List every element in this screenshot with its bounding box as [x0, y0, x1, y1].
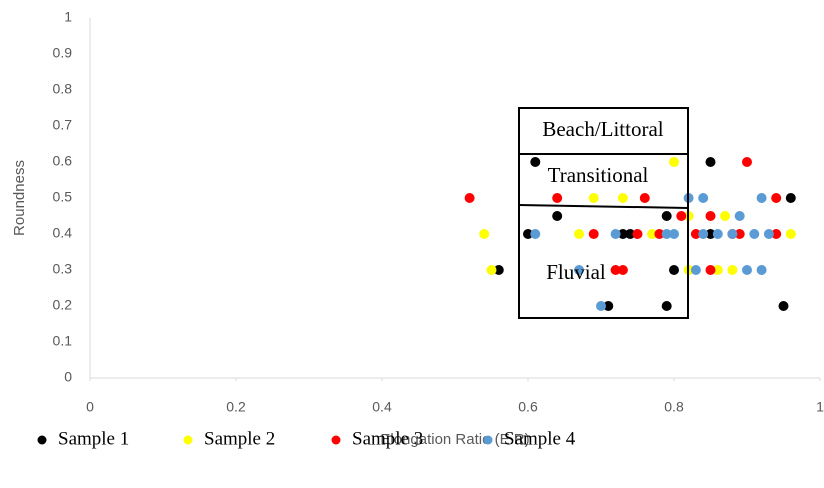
- point: [771, 229, 782, 239]
- y-tick-label: 0.8: [53, 81, 73, 97]
- x-tick-label: 0.6: [518, 399, 538, 415]
- point: [712, 265, 723, 275]
- legend-marker: [331, 435, 341, 445]
- point: [625, 229, 636, 239]
- point: [742, 265, 752, 275]
- point: [661, 211, 672, 221]
- point: [654, 229, 665, 239]
- point: [610, 229, 621, 239]
- point: [676, 211, 687, 221]
- point: [785, 193, 796, 203]
- point: [756, 265, 767, 275]
- point: [617, 193, 628, 203]
- point: [661, 301, 672, 311]
- point: [639, 193, 650, 203]
- y-axis-label: Roundness: [11, 160, 28, 236]
- point: [771, 193, 782, 203]
- point: [778, 301, 789, 311]
- y-tick-label: 1: [64, 9, 72, 25]
- point: [705, 157, 716, 167]
- y-tick-label: 0.1: [53, 333, 73, 349]
- y-tick-label: 0.4: [53, 225, 73, 241]
- point: [669, 229, 679, 239]
- point: [661, 229, 672, 239]
- point: [530, 157, 541, 167]
- annotation: Transitional: [548, 163, 649, 187]
- point: [552, 193, 563, 203]
- point: [479, 229, 490, 239]
- point: [647, 229, 658, 239]
- point: [610, 265, 621, 275]
- x-tick-label: 0: [86, 399, 94, 415]
- point: [603, 301, 614, 311]
- point: [727, 265, 738, 275]
- legend-marker: [483, 435, 493, 445]
- point: [785, 229, 796, 239]
- y-tick-label: 0.3: [53, 261, 73, 277]
- point: [727, 229, 738, 239]
- legend-label: Sample 2: [204, 428, 275, 449]
- y-tick-label: 0: [64, 369, 72, 385]
- point: [690, 229, 701, 239]
- annotation: Fluvial: [546, 260, 606, 284]
- point: [588, 193, 599, 203]
- legend-label: Sample 1: [58, 428, 129, 449]
- point: [705, 229, 716, 239]
- point: [493, 265, 504, 275]
- y-tick-label: 0.6: [53, 153, 73, 169]
- point: [617, 229, 628, 239]
- point: [669, 265, 679, 275]
- point: [632, 229, 643, 239]
- point: [530, 229, 541, 239]
- legend-label: Sample 4: [504, 428, 576, 449]
- x-tick-label: 0.8: [664, 399, 684, 415]
- region-box: [518, 107, 689, 319]
- point: [574, 265, 585, 275]
- point: [464, 193, 475, 203]
- x-axis-label: Elongation Ratio (E.R): [380, 431, 529, 448]
- point: [705, 211, 716, 221]
- y-tick-label: 0.5: [53, 189, 73, 205]
- point: [698, 229, 709, 239]
- point: [763, 229, 774, 239]
- point: [588, 229, 599, 239]
- region-divider: [518, 204, 689, 209]
- point: [734, 211, 745, 221]
- legend-marker: [37, 435, 47, 445]
- y-tick-label: 0.7: [53, 117, 73, 133]
- point: [486, 265, 497, 275]
- point: [742, 157, 752, 167]
- point: [698, 193, 709, 203]
- point: [617, 265, 628, 275]
- point: [523, 229, 533, 239]
- point: [749, 229, 760, 239]
- point: [669, 157, 679, 167]
- legend-label: Sample 3: [352, 428, 423, 449]
- legend-marker: [183, 435, 193, 445]
- x-tick-label: 1: [816, 399, 824, 415]
- x-tick-label: 0.2: [226, 399, 246, 415]
- point: [720, 211, 731, 221]
- point: [552, 211, 563, 221]
- annotation: Beach/Littoral: [542, 117, 663, 141]
- point: [574, 229, 585, 239]
- point: [705, 265, 716, 275]
- point: [756, 193, 767, 203]
- point: [596, 301, 606, 311]
- point: [712, 229, 723, 239]
- x-tick-label: 0.4: [372, 399, 392, 415]
- point: [690, 265, 701, 275]
- point: [734, 229, 745, 239]
- y-tick-label: 0.9: [53, 45, 73, 61]
- y-tick-label: 0.2: [53, 297, 73, 313]
